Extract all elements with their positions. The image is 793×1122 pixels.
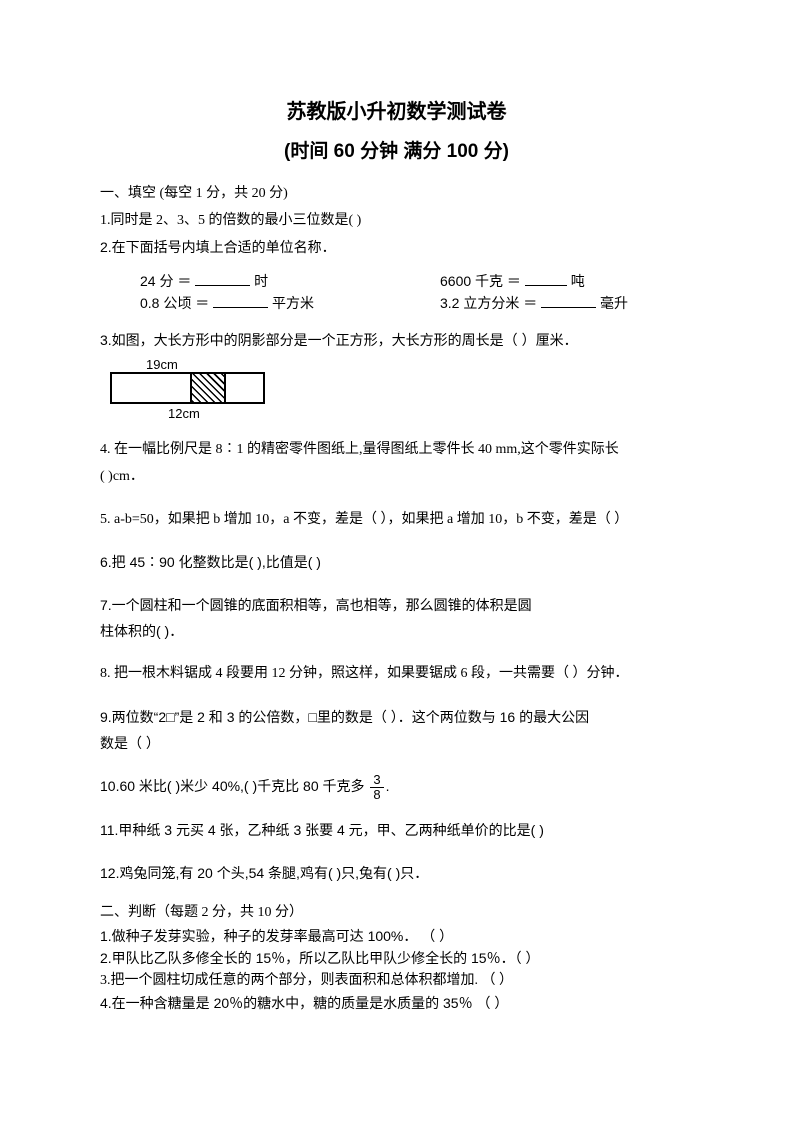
unit-row-1: 24 分 ＝ 时 6600 千克 ＝ 吨 bbox=[100, 271, 693, 291]
unit-a-right-pre: 6600 千克 ＝ bbox=[440, 273, 521, 289]
q10-fraction: 3 8 bbox=[370, 773, 383, 801]
fig-bottom-label: 12cm bbox=[168, 406, 693, 421]
blank bbox=[525, 271, 567, 286]
q4b: ( )cm． bbox=[100, 464, 693, 491]
unit-a-left-unit: 时 bbox=[254, 273, 268, 289]
q8: 8. 把一根木料锯成 4 段要用 12 分钟，照这样，如果要锯成 6 段，一共需… bbox=[100, 661, 693, 688]
s2-q1: 1.做种子发芽实验，种子的发芽率最高可达 100%． （ ） bbox=[100, 925, 693, 947]
s2-q3: 3.把一个圆柱切成任意的两个部分，则表面积和总体积都增加. （ ） bbox=[100, 970, 693, 992]
unit-b-right-pre: 3.2 立方分米 ＝ bbox=[440, 295, 537, 311]
blank bbox=[213, 293, 268, 308]
unit-a-right: 6600 千克 ＝ 吨 bbox=[440, 271, 693, 291]
unit-b-left: 0.8 公顷 ＝ 平方米 bbox=[100, 293, 440, 313]
q6: 6.把 45∶90 化整数比是( ),比值是( ) bbox=[100, 549, 693, 576]
q10-pre: 10.60 米比( )米少 40%,( )千克比 80 千克多 bbox=[100, 778, 365, 794]
fig-hatched-square bbox=[190, 374, 226, 402]
s2-q4: 4.在一种含糖量是 20％的糖水中，糖的质量是水质量的 35％ （ ） bbox=[100, 992, 693, 1014]
unit-b-left-unit: 平方米 bbox=[272, 295, 314, 311]
q7b: 柱体积的( )． bbox=[100, 618, 693, 645]
q9a: 9.两位数“2□”是 2 和 3 的公倍数，□里的数是（ ）．这个两位数与 16… bbox=[100, 704, 693, 731]
fig-rectangle bbox=[110, 372, 265, 404]
q9b: 数是（ ） bbox=[100, 730, 693, 757]
unit-a-right-unit: 吨 bbox=[571, 273, 585, 289]
unit-a-left-pre: 24 分 ＝ bbox=[140, 273, 191, 289]
page: 苏教版小升初数学测试卷 (时间 60 分钟 满分 100 分) 一、填空 (每空… bbox=[0, 0, 793, 1122]
blank bbox=[541, 293, 596, 308]
doc-title: 苏教版小升初数学测试卷 bbox=[100, 95, 693, 124]
q5: 5. a-b=50，如果把 b 增加 10，a 不变，差是（ ），如果把 a 增… bbox=[100, 507, 693, 534]
unit-b-left-pre: 0.8 公顷 ＝ bbox=[140, 295, 209, 311]
q7a: 7.一个圆柱和一个圆锥的底面积相等，高也相等，那么圆锥的体积是圆 bbox=[100, 592, 693, 619]
q10-post: . bbox=[386, 778, 390, 794]
q10: 10.60 米比( )米少 40%,( )千克比 80 千克多 3 8 . bbox=[100, 773, 693, 801]
q4a: 4. 在一幅比例尺是 8∶1 的精密零件图纸上,量得图纸上零件长 40 mm,这… bbox=[100, 437, 693, 464]
q3: 3.如图，大长方形中的阴影部分是一个正方形，大长方形的周长是（ ）厘米． bbox=[100, 327, 693, 354]
q2: 2.在下面括号内填上合适的单位名称． bbox=[100, 234, 693, 261]
doc-subtitle: (时间 60 分钟 满分 100 分) bbox=[100, 136, 693, 163]
section2-heading: 二、判断（每题 2 分，共 10 分） bbox=[100, 902, 693, 924]
q3-figure: 19cm 12cm bbox=[110, 357, 693, 421]
unit-b-right-unit: 毫升 bbox=[600, 295, 628, 311]
q11: 11.甲种纸 3 元买 4 张，乙种纸 3 张要 4 元，甲、乙两种纸单价的比是… bbox=[100, 817, 693, 844]
q10-den: 8 bbox=[370, 788, 383, 802]
q10-num: 3 bbox=[370, 773, 383, 788]
q12: 12.鸡兔同笼,有 20 个头,54 条腿,鸡有( )只,兔有( )只． bbox=[100, 860, 693, 887]
section1-heading: 一、填空 (每空 1 分，共 20 分) bbox=[100, 181, 693, 208]
q1: 1.同时是 2、3、5 的倍数的最小三位数是( ) bbox=[100, 208, 693, 235]
fig-top-label: 19cm bbox=[146, 357, 693, 372]
s2-q2: 2.甲队比乙队多修全长的 15％，所以乙队比甲队少修全长的 15％．（ ） bbox=[100, 947, 693, 969]
unit-b-right: 3.2 立方分米 ＝ 毫升 bbox=[440, 293, 693, 313]
blank bbox=[195, 271, 250, 286]
unit-a-left: 24 分 ＝ 时 bbox=[100, 271, 440, 291]
unit-row-2: 0.8 公顷 ＝ 平方米 3.2 立方分米 ＝ 毫升 bbox=[100, 293, 693, 313]
